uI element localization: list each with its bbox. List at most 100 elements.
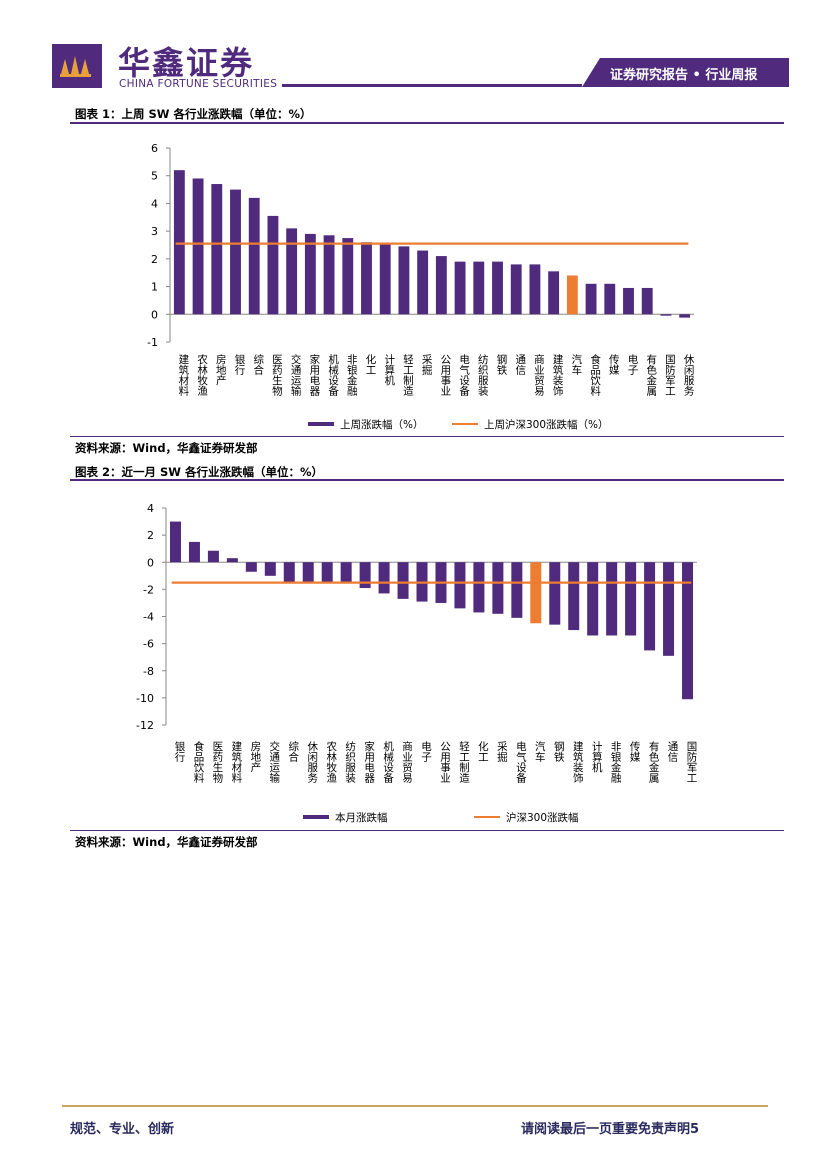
y-tick-label: -12 [136, 719, 154, 732]
company-name-en: CHINA FORTUNE SECURITIES [119, 78, 278, 90]
x-tick-label: 计算机 [591, 740, 603, 773]
bar [625, 562, 637, 636]
footer-slogan: 规范、专业、创新 [70, 1122, 175, 1137]
x-tick-label: 非银金融 [346, 354, 358, 397]
x-tick-label: 采掘 [421, 354, 433, 376]
x-tick-label: 通信 [514, 354, 526, 376]
x-tick-label: 化工 [477, 740, 489, 762]
y-tick-label: 4 [147, 502, 154, 515]
x-tick-label: 钢铁 [553, 740, 565, 763]
x-tick-label: 机械设备 [327, 353, 339, 397]
figure1-top-rule [70, 122, 784, 124]
y-tick-label: 2 [147, 529, 154, 542]
x-tick-label: 非银金融 [610, 741, 622, 784]
bar [342, 238, 354, 315]
company-logo-icon [52, 44, 102, 88]
x-tick-label: 机械设备 [382, 740, 394, 784]
x-tick-label: 家用电器 [363, 740, 375, 784]
bar [660, 314, 672, 316]
x-tick-label: 医药生物 [271, 354, 283, 397]
figure2-source: 资料来源：Wind，华鑫证券研发部 [75, 835, 258, 849]
bar [283, 562, 295, 583]
x-tick-label: 建筑材料 [230, 740, 242, 784]
x-tick-label: 纺织服装 [477, 353, 489, 397]
x-tick-label: 房地产 [215, 353, 227, 386]
x-tick-label: 农林牧渔 [196, 353, 208, 397]
bar [264, 562, 276, 576]
y-tick-label: 6 [151, 142, 158, 155]
legend-swatch-bar [303, 815, 329, 819]
x-tick-label: 有色金属 [645, 353, 657, 397]
company-name: 华鑫证券 [118, 44, 255, 82]
x-tick-label: 汽车 [534, 740, 546, 763]
legend-label: 上周沪深300涨跌幅（%） [484, 418, 609, 431]
x-tick-label: 休闲服务 [306, 741, 318, 784]
legend-label: 沪深300涨跌幅 [506, 811, 579, 824]
bar [226, 558, 238, 563]
bar [397, 562, 409, 599]
bar [549, 562, 561, 625]
bar [492, 261, 503, 315]
legend-label: 本月涨跌幅 [335, 811, 388, 824]
figure1-bottom-rule [70, 436, 784, 437]
x-tick-label: 交通运输 [268, 740, 280, 784]
figure2-bottom-rule [70, 830, 784, 831]
x-tick-label: 传媒 [629, 741, 641, 763]
bar [454, 261, 466, 315]
bar [435, 256, 447, 315]
y-tick-label: 1 [151, 281, 158, 294]
bar [248, 197, 260, 315]
footer-disclaimer-text: 请阅读最后一页重要免责声明 [520, 1122, 690, 1137]
header-rule [282, 84, 582, 87]
x-tick-label: 电气设备 [458, 353, 470, 397]
bar [304, 233, 316, 315]
bar [173, 170, 185, 315]
footer-disclaimer: 请阅读最后一页重要免责声明5 [521, 1118, 699, 1137]
bar [679, 314, 691, 318]
bar [379, 243, 391, 315]
x-tick-label: 商业贸易 [401, 740, 413, 784]
x-tick-label: 家用电器 [308, 353, 320, 397]
bar [529, 264, 541, 315]
bar [623, 287, 634, 315]
y-tick-label: 3 [151, 225, 158, 238]
bar [267, 215, 279, 315]
figure1-source: 资料来源：Wind，华鑫证券研发部 [75, 441, 258, 455]
x-tick-label: 钢铁 [496, 353, 508, 376]
x-tick-label: 电子 [627, 353, 639, 375]
footer-rule [62, 1105, 768, 1107]
x-tick-label: 医药生物 [211, 741, 223, 784]
x-tick-label: 综合 [252, 353, 264, 376]
legend-label: 上周涨跌幅（%） [340, 418, 423, 431]
x-tick-label: 银行 [173, 740, 185, 763]
x-tick-label: 建筑装饰 [552, 353, 564, 397]
bar [587, 562, 599, 636]
y-tick-label: 2 [151, 253, 158, 266]
bar [340, 562, 352, 583]
bar [230, 189, 241, 315]
bar [361, 242, 372, 315]
bar [245, 562, 257, 572]
x-tick-label: 公用事业 [439, 741, 451, 783]
figure1-caption: 图表 1：上周 SW 各行业涨跌幅（单位：%） [75, 107, 312, 121]
y-tick-label: -2 [143, 583, 154, 596]
x-tick-label: 化工 [365, 353, 377, 375]
bar [473, 562, 485, 613]
report-type-label: 证券研究报告 • 行业周报 [610, 68, 758, 83]
bar [604, 283, 616, 315]
bar [606, 562, 618, 636]
figure2-caption: 图表 2：近一月 SW 各行业涨跌幅（单位：%） [75, 465, 324, 479]
bar [663, 562, 675, 656]
bar [492, 562, 504, 614]
bar [511, 562, 523, 618]
bar [398, 246, 410, 315]
bar [585, 283, 597, 315]
bar [454, 562, 466, 609]
bar [169, 521, 181, 563]
x-tick-label: 公用事业 [439, 354, 451, 396]
x-tick-label: 商业贸易 [533, 353, 545, 397]
bar [378, 562, 390, 594]
bar [548, 271, 560, 315]
x-tick-label: 轻工制造 [458, 740, 470, 783]
x-tick-label: 国防军工 [664, 354, 676, 396]
